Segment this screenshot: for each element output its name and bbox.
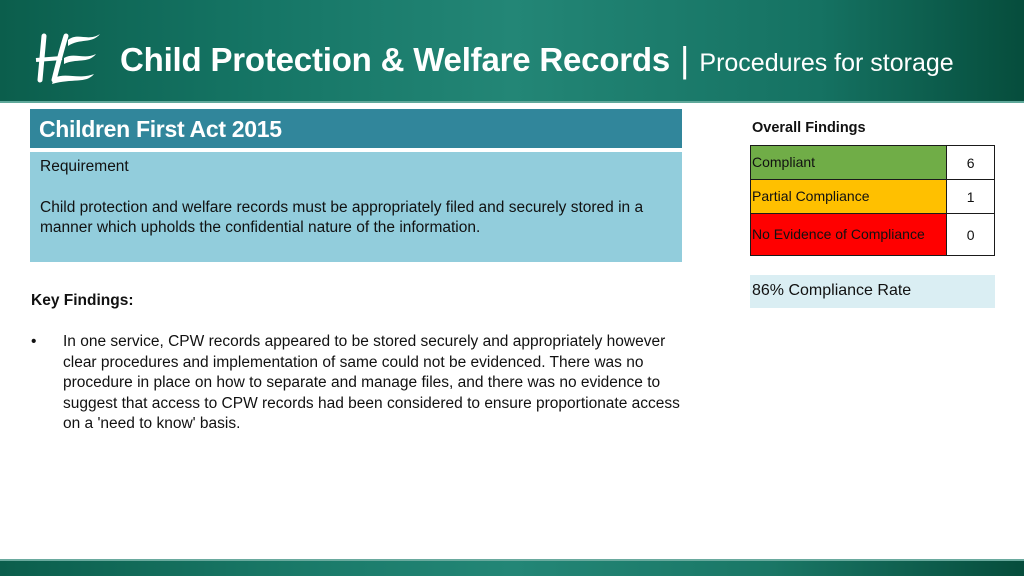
title-separator: | xyxy=(680,39,690,80)
slide-title: Child Protection & Welfare Records | Pro… xyxy=(120,38,954,80)
list-item: • In one service, CPW records appeared t… xyxy=(31,332,681,435)
requirement-text: Child protection and welfare records mus… xyxy=(40,198,644,237)
key-findings-list: • In one service, CPW records appeared t… xyxy=(31,332,681,435)
title-main: Child Protection & Welfare Records xyxy=(120,41,671,78)
header-divider xyxy=(0,101,1024,103)
key-findings-heading: Key Findings: xyxy=(31,292,134,309)
act-title: Children First Act 2015 xyxy=(30,109,682,148)
requirement-box: Requirement Child protection and welfare… xyxy=(30,152,682,262)
table-row: No Evidence of Compliance 0 xyxy=(749,213,995,256)
no-evidence-label: No Evidence of Compliance xyxy=(749,213,948,256)
footer-divider xyxy=(0,559,1024,561)
overall-findings-heading: Overall Findings xyxy=(752,120,866,136)
bullet-icon: • xyxy=(31,333,37,350)
finding-text: In one service, CPW records appeared to … xyxy=(63,333,680,432)
overall-findings-table: Compliant 6 Partial Compliance 1 No Evid… xyxy=(749,145,995,256)
partial-compliance-count: 1 xyxy=(946,179,995,214)
compliance-rate-badge: 86% Compliance Rate xyxy=(750,275,995,308)
no-evidence-count: 0 xyxy=(946,213,995,256)
slide-footer-bar xyxy=(0,561,1024,576)
table-row: Compliant 6 xyxy=(749,145,995,180)
partial-compliance-label: Partial Compliance xyxy=(749,179,948,214)
slide-header: Child Protection & Welfare Records | Pro… xyxy=(0,0,1024,101)
title-subtitle: Procedures for storage xyxy=(699,49,954,77)
compliant-label: Compliant xyxy=(749,145,948,180)
table-row: Partial Compliance 1 xyxy=(749,179,995,214)
requirement-label: Requirement xyxy=(40,158,129,175)
hse-logo-icon xyxy=(35,33,100,84)
compliant-count: 6 xyxy=(946,145,995,180)
